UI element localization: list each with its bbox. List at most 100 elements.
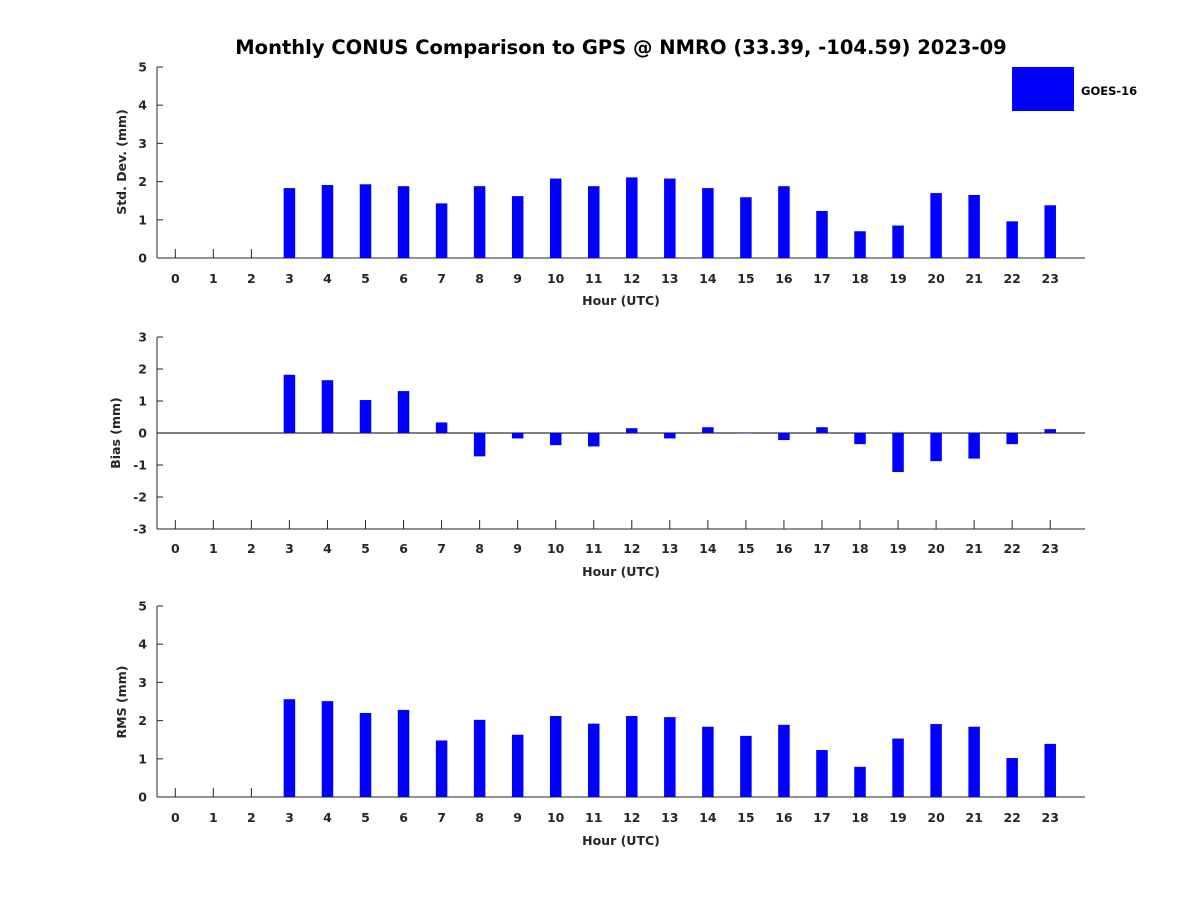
x-axis-label: Hour (UTC) [582,564,660,579]
x-tick-label: 2 [247,541,256,556]
x-tick-label: 21 [965,271,982,286]
x-tick-label: 17 [813,541,830,556]
bar-hour-7 [435,203,448,258]
bar-hour-16 [778,433,790,441]
x-tick-label: 12 [623,271,640,286]
x-tick-label: 12 [623,541,640,556]
chart-title: Monthly CONUS Comparison to GPS @ NMRO (… [235,36,1006,59]
bar-hour-19 [892,738,904,797]
bar-hour-16 [778,186,790,258]
y-tick-label: 2 [138,713,147,728]
x-tick-label: 8 [475,271,484,286]
x-tick-label: 17 [813,810,830,825]
x-tick-label: 4 [323,810,332,825]
y-tick-label: 2 [138,174,147,189]
x-tick-label: 20 [927,541,945,556]
y-tick-label: 1 [138,751,147,766]
bar-hour-20 [930,433,942,462]
bar-hour-10 [549,178,562,258]
x-tick-label: 11 [585,541,602,556]
x-tick-label: 15 [737,810,754,825]
x-tick-label: 2 [247,271,256,286]
x-tick-label: 2 [247,810,256,825]
bar-hour-8 [473,186,486,258]
x-axis-label: Hour (UTC) [582,293,660,308]
x-tick-label: 9 [513,271,522,286]
bar-hour-18 [854,231,866,258]
y-tick-label: 3 [138,330,147,345]
bar-hour-15 [740,197,752,258]
x-tick-label: 20 [927,271,945,286]
bar-hour-12 [626,177,638,258]
bar-hour-6 [397,391,410,433]
bar-hour-4 [321,380,334,433]
bar-hour-9 [511,196,524,258]
bar-hour-11 [587,723,600,797]
x-tick-label: 10 [547,810,565,825]
x-tick-label: 9 [513,541,522,556]
bar-hour-4 [321,701,334,797]
y-axis-label: RMS (mm) [114,666,129,739]
x-tick-label: 19 [889,541,906,556]
x-tick-label: 21 [965,541,982,556]
y-tick-label: 4 [138,637,147,652]
bar-hour-12 [626,716,638,797]
y-tick-label: 3 [138,675,147,690]
x-tick-label: 11 [585,271,602,286]
legend: GOES-16 [1012,67,1137,111]
x-tick-label: 14 [699,810,717,825]
x-tick-label: 19 [889,810,906,825]
x-tick-label: 3 [285,271,294,286]
bar-hour-21 [968,433,980,459]
bar-hour-20 [930,724,942,797]
x-tick-label: 3 [285,541,294,556]
x-tick-label: 5 [361,271,370,286]
bar-hour-18 [854,766,866,797]
bar-hour-7 [435,422,448,433]
x-tick-label: 18 [851,541,868,556]
bar-hour-12 [626,428,638,433]
legend-swatch [1012,67,1074,111]
x-tick-label: 22 [1003,810,1020,825]
x-tick-label: 0 [171,271,180,286]
bar-hour-13 [664,178,676,258]
bar-hour-22 [1006,433,1018,445]
x-tick-label: 13 [661,541,678,556]
bar-hour-14 [702,188,714,258]
x-tick-label: 16 [775,271,793,286]
bar-hour-13 [664,433,676,439]
bar-hour-23 [1044,429,1056,433]
bar-hour-4 [321,185,334,258]
bar-hour-8 [473,719,486,797]
bar-hour-23 [1044,743,1056,797]
bar-hour-3 [283,374,296,433]
bar-hour-13 [664,717,676,797]
x-tick-label: 6 [399,810,408,825]
x-tick-label: 15 [737,271,754,286]
x-tick-label: 12 [623,810,640,825]
x-tick-label: 1 [209,271,218,286]
x-tick-label: 14 [699,271,717,286]
bar-hour-21 [968,726,980,797]
y-tick-label: -2 [133,490,147,505]
bar-hour-3 [283,188,296,258]
y-tick-label: 0 [138,790,147,805]
bar-hour-8 [473,433,486,457]
bar-hour-22 [1006,758,1018,797]
x-tick-label: 0 [171,541,180,556]
bar-hour-17 [816,750,828,797]
x-tick-label: 4 [323,271,332,286]
x-tick-label: 1 [209,541,218,556]
x-tick-label: 5 [361,810,370,825]
bar-hour-3 [283,699,296,797]
bar-hour-11 [587,186,600,258]
y-tick-label: 0 [138,251,147,266]
bar-hour-10 [549,433,562,446]
x-tick-label: 1 [209,810,218,825]
x-tick-label: 6 [399,271,408,286]
